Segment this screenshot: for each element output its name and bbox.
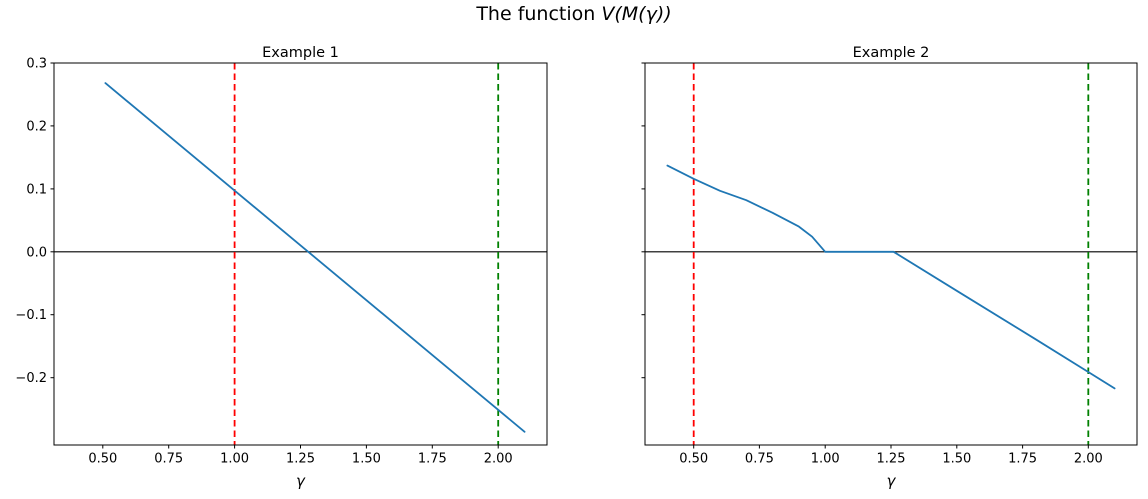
- x-axis-label: γ: [296, 472, 306, 490]
- subplot-title: Example 1: [262, 45, 339, 61]
- x-tick-label: 2.00: [1074, 452, 1103, 467]
- x-tick-label: 0.50: [679, 452, 708, 467]
- series-line: [666, 164, 1116, 390]
- y-tick-label: −0.1: [15, 308, 47, 323]
- y-tick-label: −0.2: [15, 371, 47, 386]
- subplot-title: Example 2: [853, 45, 930, 61]
- x-axis-label: γ: [887, 472, 897, 490]
- x-tick-label: 1.00: [220, 452, 249, 467]
- y-tick-label: 0.1: [26, 182, 47, 197]
- axes-spines: [53, 62, 548, 446]
- figure-title-text: The function: [476, 3, 602, 25]
- x-tick-label: 1.50: [352, 452, 381, 467]
- x-tick-label: 2.00: [484, 452, 513, 467]
- figure-title-math: V(M(γ)): [601, 3, 672, 25]
- x-tick-label: 0.50: [88, 452, 117, 467]
- y-tick-label: 0.3: [26, 57, 47, 72]
- x-tick-label: 0.75: [745, 452, 774, 467]
- x-tick-label: 0.75: [154, 452, 183, 467]
- figure-title: The function V(M(γ)): [0, 3, 1148, 25]
- x-tick-label: 1.75: [1008, 452, 1037, 467]
- axes-spines: [644, 62, 1138, 446]
- x-tick-label: 1.25: [286, 452, 315, 467]
- x-tick-label: 1.25: [877, 452, 906, 467]
- series-line: [104, 82, 526, 433]
- x-tick-label: 1.00: [811, 452, 840, 467]
- x-tick-label: 1.50: [942, 452, 971, 467]
- y-tick-label: 0.0: [26, 245, 47, 260]
- x-tick-label: 1.75: [418, 452, 447, 467]
- y-tick-label: 0.2: [26, 119, 47, 134]
